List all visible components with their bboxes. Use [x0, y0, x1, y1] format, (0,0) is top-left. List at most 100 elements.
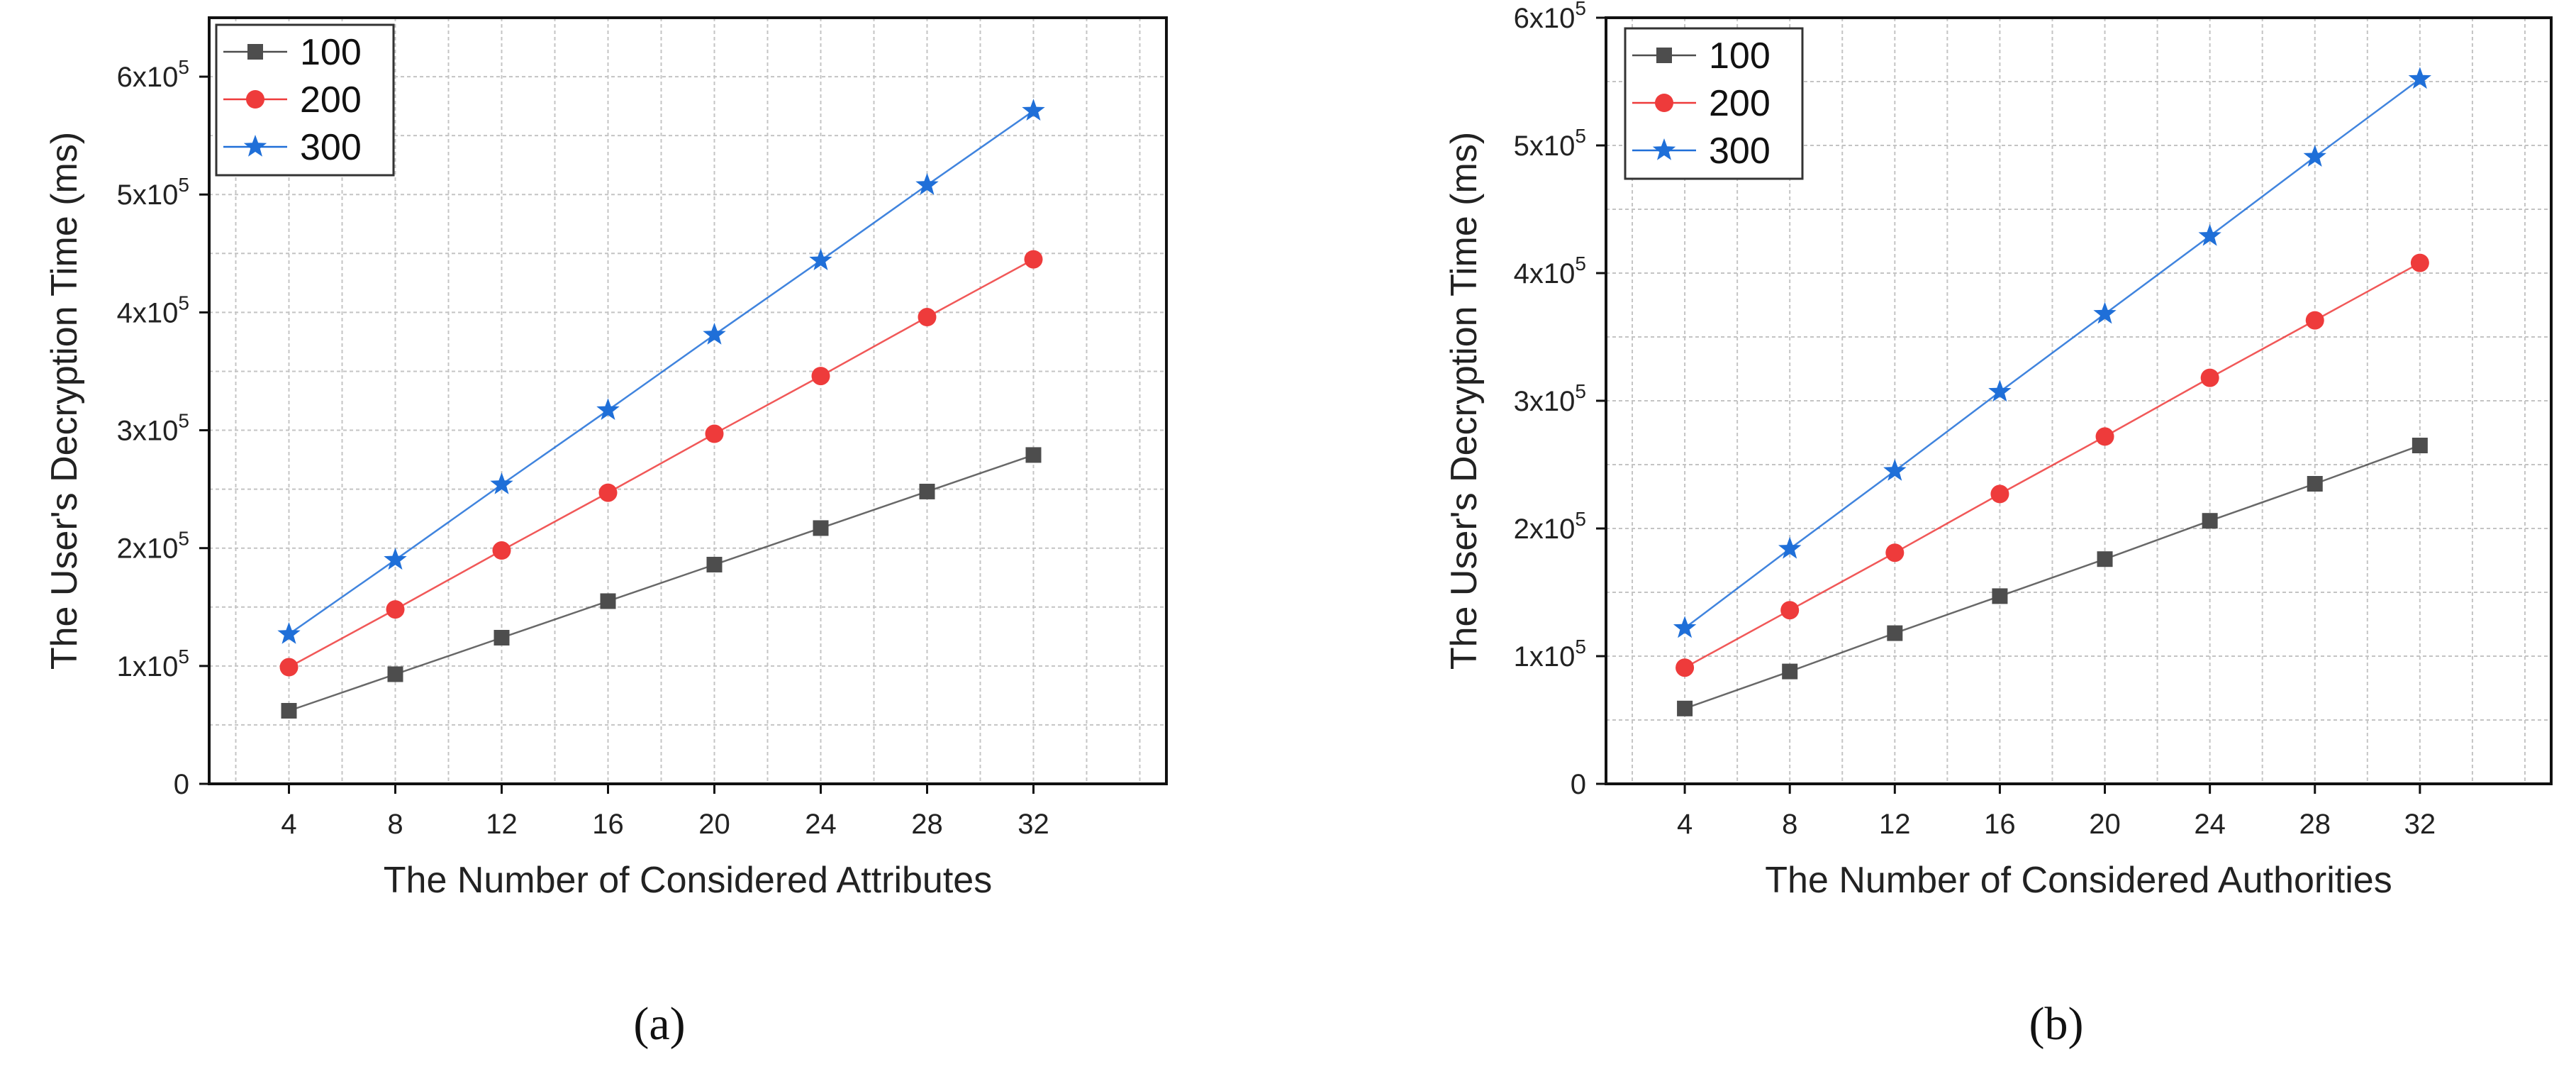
series-line-200 — [1684, 262, 2421, 669]
data-point-200 — [2200, 368, 2219, 387]
y-tick-exponent: 5 — [1575, 0, 1586, 19]
data-point-300 — [2093, 301, 2117, 324]
x-tick-label: 32 — [2404, 809, 2436, 840]
legend-marker-300 — [1652, 138, 1676, 160]
x-tick-label: 32 — [1017, 809, 1049, 840]
y-tick-exponent: 5 — [1575, 636, 1586, 658]
data-point-100 — [494, 629, 510, 646]
y-tick-label: 3x105 — [117, 410, 189, 447]
data-point-100 — [1992, 588, 2008, 604]
data-point-300 — [384, 548, 407, 570]
data-point-100 — [1025, 447, 1042, 463]
x-tick-label: 12 — [1879, 809, 1911, 840]
y-tick-mantissa: 3x10 — [1514, 386, 1576, 417]
data-point-200 — [1885, 543, 1905, 563]
y-tick-exponent: 5 — [178, 56, 189, 78]
legend-marker-300 — [243, 135, 267, 157]
data-point-100 — [813, 520, 829, 536]
legend: 100 200 300 — [1624, 27, 1804, 180]
legend-label-100: 100 — [300, 32, 362, 73]
y-tick-exponent: 5 — [178, 410, 189, 432]
y-tick-label: 0 — [1571, 769, 1586, 800]
data-point-300 — [1022, 99, 1045, 121]
y-tick-label: 0 — [174, 769, 189, 800]
data-point-100 — [1782, 663, 1798, 680]
y-tick-label: 2x105 — [117, 528, 189, 565]
legend-label-200: 200 — [1709, 83, 1771, 124]
data-point-200 — [811, 367, 830, 386]
x-tick-label: 20 — [698, 809, 730, 840]
chart-a: 4 8 12 16 20 24 28 3201x1052x1053x1054x1055x105… — [44, 16, 1168, 1050]
y-tick-label: 3x105 — [1514, 380, 1586, 417]
series-line-100 — [289, 454, 1034, 712]
x-tick-label: 28 — [911, 809, 943, 840]
legend-label-200: 200 — [300, 79, 362, 121]
data-point-200 — [279, 658, 299, 677]
x-tick-label: 24 — [805, 809, 837, 840]
y-tick-exponent: 5 — [178, 528, 189, 550]
data-point-100 — [2097, 551, 2113, 567]
panel-caption: (b) — [2029, 998, 2084, 1050]
x-axis: 4 8 12 16 20 24 28 32 — [1677, 784, 2436, 840]
y-axis-title: The User's Decryption Time (ms) — [44, 132, 85, 670]
y-tick-exponent: 5 — [178, 174, 189, 196]
y-axis-title: The User's Decryption Time (ms) — [1444, 132, 1485, 670]
legend-marker-100 — [247, 44, 263, 60]
series-line-300 — [288, 110, 1035, 636]
x-tick-label: 24 — [2194, 809, 2226, 840]
data-point-300 — [277, 622, 301, 644]
y-tick-mantissa: 3x10 — [117, 416, 179, 447]
data-point-300 — [703, 323, 726, 345]
y-tick-mantissa: 4x10 — [117, 297, 179, 328]
y-tick-mantissa: 1x10 — [1514, 641, 1576, 672]
data-point-300 — [490, 472, 513, 494]
data-point-100 — [1887, 625, 1903, 641]
data-point-200 — [2410, 253, 2429, 272]
legend-label-300: 300 — [1709, 131, 1771, 172]
data-point-300 — [2303, 145, 2326, 167]
x-tick-label: 20 — [2089, 809, 2121, 840]
y-tick-label: 5x105 — [1514, 125, 1586, 162]
y-tick-exponent: 5 — [1575, 125, 1586, 147]
y-tick-label: 6x105 — [1514, 0, 1586, 34]
y-tick-label: 4x105 — [1514, 253, 1586, 289]
x-tick-label: 8 — [387, 809, 403, 840]
y-tick-mantissa: 2x10 — [1514, 514, 1576, 545]
series-line-100 — [1684, 444, 2421, 709]
data-point-300 — [2408, 67, 2431, 89]
x-axis-title: The Number of Considered Authorities — [1765, 860, 2392, 901]
x-tick-label: 4 — [281, 809, 296, 840]
data-point-300 — [1883, 459, 1907, 481]
data-point-300 — [1988, 380, 2012, 402]
series-line-300 — [1684, 78, 2421, 629]
data-point-200 — [598, 483, 618, 502]
data-point-100 — [2307, 476, 2323, 492]
y-tick-mantissa: 5x10 — [117, 179, 179, 211]
series-100 — [281, 447, 1042, 719]
y-tick-mantissa: 2x10 — [117, 533, 179, 565]
data-point-100 — [2411, 438, 2428, 453]
chart-b: 4 8 12 16 20 24 28 3201x1052x1053x1054x1055x105… — [1444, 0, 2553, 1050]
series-300 — [277, 99, 1045, 644]
x-tick-label: 8 — [1782, 809, 1797, 840]
y-tick-mantissa: 6x10 — [117, 62, 179, 93]
data-point-100 — [2202, 513, 2218, 529]
y-tick-label: 2x105 — [1514, 508, 1586, 545]
y-tick-mantissa: 4x10 — [1514, 258, 1576, 289]
y-tick-exponent: 5 — [178, 646, 189, 668]
y-tick-exponent: 5 — [1575, 380, 1586, 402]
y-tick-label: 1x105 — [1514, 636, 1586, 672]
series-300 — [1673, 67, 2431, 638]
y-tick-label: 1x105 — [117, 646, 189, 682]
data-point-200 — [386, 600, 405, 619]
data-point-200 — [1990, 484, 2009, 504]
data-point-300 — [596, 398, 620, 420]
x-tick-label: 12 — [486, 809, 518, 840]
series-line-200 — [288, 258, 1035, 668]
data-point-300 — [915, 172, 939, 195]
y-tick-exponent: 5 — [1575, 508, 1586, 530]
legend-marker-200 — [1655, 94, 1673, 112]
data-point-200 — [1780, 601, 1800, 620]
data-point-200 — [2305, 311, 2324, 330]
